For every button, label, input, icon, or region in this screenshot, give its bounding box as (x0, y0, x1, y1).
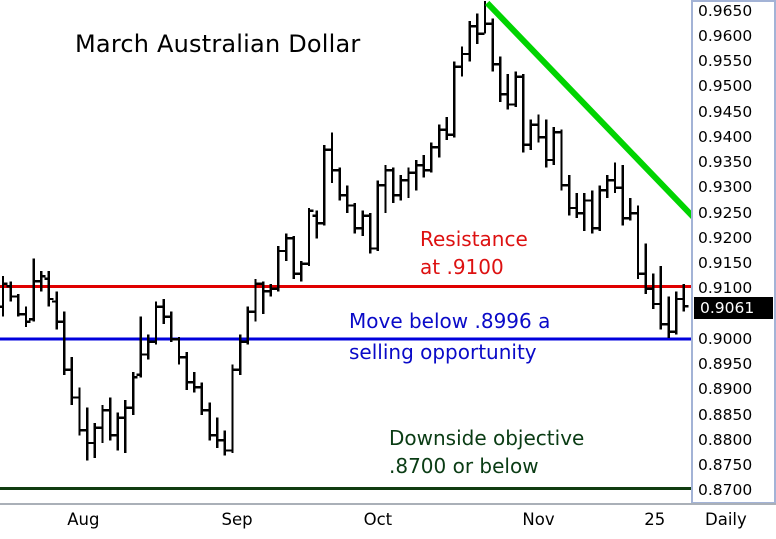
downside-objective-annotation: Downside objective .8700 or below (389, 428, 584, 484)
last-price-value: 0.9061 (700, 299, 755, 318)
timeframe-label: Daily (705, 510, 747, 529)
resistance-annotation-line1: Resistance (420, 227, 528, 251)
price-tick-label: 0.9150 (698, 254, 753, 273)
sell-trigger-annotation: Move below .8996 a selling opportunity (349, 311, 550, 373)
price-tick-label: 0.9300 (698, 178, 753, 197)
price-tick-label: 0.8800 (698, 430, 753, 449)
time-tick-label: 25 (644, 510, 666, 529)
resistance-annotation: Resistance at .9100 (420, 229, 528, 285)
last-price-box: 0.9061 (694, 297, 773, 320)
time-tick-label: Sep (221, 510, 253, 529)
price-tick-label: 0.9100 (698, 279, 753, 298)
price-tick-label: 0.8700 (698, 481, 753, 500)
price-tick-label: 0.9200 (698, 228, 753, 247)
price-tick-label: 0.9600 (698, 26, 753, 45)
time-axis: Aug Sep Oct Nov 25 (0, 506, 691, 539)
price-tick-label: 0.9550 (698, 52, 753, 70)
price-tick-label: 0.9500 (698, 77, 753, 96)
axis-separator (0, 503, 776, 505)
chart-canvas[interactable] (0, 0, 694, 505)
price-tick-label: 0.8850 (698, 405, 753, 424)
time-tick-label: Nov (522, 510, 555, 529)
price-tick-label: 0.8950 (698, 355, 753, 374)
price-tick-label: 0.9250 (698, 203, 753, 222)
price-tick-label: 0.8750 (698, 456, 753, 475)
price-tick-label: 0.9650 (698, 1, 753, 20)
time-tick-label: Aug (67, 510, 100, 529)
time-tick-label: Oct (363, 510, 393, 529)
downside-objective-annotation-line2: .8700 or below (389, 454, 539, 478)
price-axis[interactable]: 0.9061 0.9650 0.9600 0.9550 0.9500 0.9450 0.9… (691, 0, 776, 504)
downside-objective-annotation-line1: Downside objective (389, 426, 585, 450)
sell-trigger-annotation-line2: selling opportunity (349, 340, 537, 364)
price-bars (0, 0, 689, 461)
trend-line[interactable] (485, 0, 694, 220)
price-tick-label: 0.9400 (698, 127, 753, 146)
chart-title: March Australian Dollar (75, 30, 361, 58)
price-tick-label: 0.9000 (698, 329, 753, 348)
price-tick-label: 0.8900 (698, 380, 753, 399)
sell-trigger-annotation-line1: Move below .8996 a (349, 309, 551, 333)
price-tick-label: 0.9450 (698, 102, 753, 121)
price-tick-label: 0.9350 (698, 153, 753, 172)
resistance-annotation-line2: at .9100 (420, 255, 504, 279)
